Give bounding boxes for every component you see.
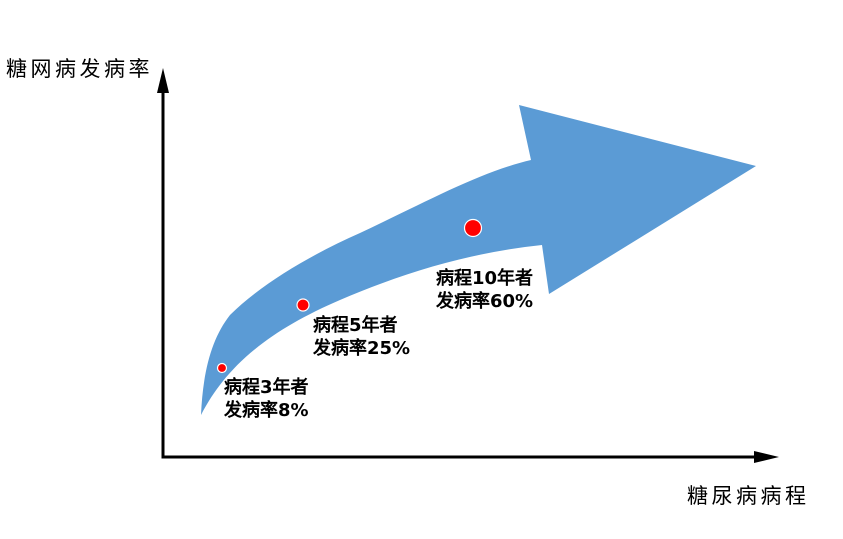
annotation-3yr-line1: 病程3年者 [224, 377, 309, 398]
annotation-3yr: 病程3年者 发病率8% [224, 376, 309, 422]
y-axis-arrowhead-icon [157, 68, 169, 93]
x-axis-label: 糖尿病病程 [687, 484, 810, 508]
data-point-10yr [463, 218, 483, 238]
annotation-5yr: 病程5年者 发病率25% [313, 314, 410, 360]
annotation-10yr: 病程10年者 发病率60% [436, 267, 533, 313]
y-axis-label: 糖网病发病率 [6, 57, 153, 81]
annotation-10yr-line1: 病程10年者 [436, 268, 534, 289]
data-point-5yr [296, 298, 310, 312]
data-point-3yr [216, 362, 228, 374]
annotation-3yr-line2: 发病率8% [224, 400, 309, 421]
annotation-10yr-line2: 发病率60% [436, 291, 534, 312]
growth-arrow-shape [201, 105, 756, 415]
x-axis-arrowhead-icon [754, 451, 779, 463]
annotation-5yr-line1: 病程5年者 [313, 315, 398, 336]
annotation-5yr-line2: 发病率25% [313, 338, 411, 359]
